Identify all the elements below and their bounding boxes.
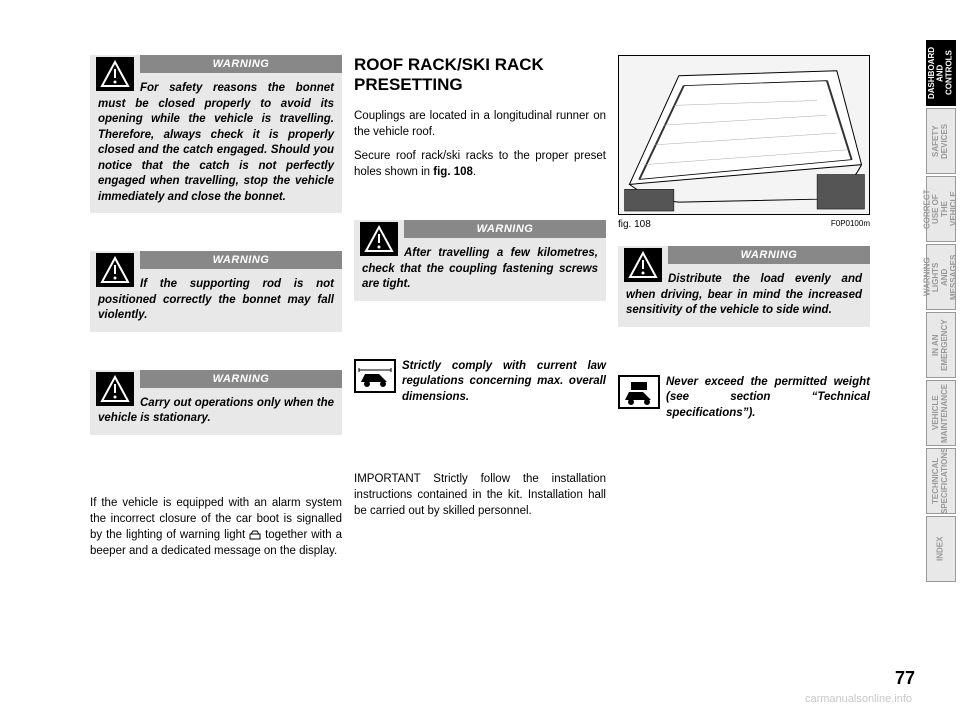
info-text: Never exceed the permitted weight (see s…: [666, 375, 870, 422]
body-text: Couplings are located in a longitudinal …: [354, 108, 606, 140]
fig-ref: fig. 108: [433, 166, 473, 178]
watermark: carmanualsonline.info: [805, 693, 912, 705]
tab-safety[interactable]: SAFETY DEVICES: [926, 108, 956, 174]
tab-index[interactable]: INDEX: [926, 516, 956, 582]
car-dimensions-icon: [354, 359, 396, 393]
warning-box: WARNING Distribute the load evenly and w…: [618, 246, 870, 327]
page-number: 77: [895, 668, 915, 689]
warning-box: WARNING For safety reasons the bonnet mu…: [90, 55, 342, 213]
info-text: Strictly comply with current law regulat…: [402, 359, 606, 406]
text-span: Secure roof rack/ski racks to the proper…: [354, 150, 606, 178]
section-heading: ROOF RACK/SKI RACK PRESETTING: [354, 55, 606, 96]
tab-warning-lights[interactable]: WARNING LIGHTS AND MESSAGES: [926, 244, 956, 310]
tab-correct-use[interactable]: CORRECT USE OF THE VEHICLE: [926, 176, 956, 242]
warning-box: WARNING Carry out operations only when t…: [90, 370, 342, 435]
fig-number: fig. 108: [618, 219, 651, 230]
warning-triangle-icon: [96, 57, 134, 91]
warning-triangle-icon: [624, 248, 662, 282]
body-text: IMPORTANT Strictly follow the installati…: [354, 471, 606, 519]
column-1: WARNING For safety reasons the bonnet mu…: [90, 55, 342, 655]
fig-code: F0P0100m: [831, 219, 870, 230]
info-box: Never exceed the permitted weight (see s…: [618, 375, 870, 422]
info-box: Strictly comply with current law regulat…: [354, 359, 606, 406]
figure-caption: fig. 108 F0P0100m: [618, 219, 870, 230]
warning-label: WARNING: [140, 370, 342, 388]
car-open-icon: [249, 530, 261, 540]
body-text: Secure roof rack/ski racks to the proper…: [354, 148, 606, 180]
column-2: ROOF RACK/SKI RACK PRESETTING Couplings …: [354, 55, 606, 655]
warning-box: WARNING After travelling a few kilometre…: [354, 220, 606, 301]
warning-box: WARNING If the supporting rod is not pos…: [90, 251, 342, 332]
warning-triangle-icon: [360, 222, 398, 256]
column-3: fig. 108 F0P0100m WARNING Distribute the…: [618, 55, 870, 655]
page-content: WARNING For safety reasons the bonnet mu…: [90, 55, 870, 655]
warning-label: WARNING: [140, 251, 342, 269]
tab-maintenance[interactable]: VEHICLE MAINTENANCE: [926, 380, 956, 446]
warning-label: WARNING: [668, 246, 870, 264]
body-text: If the vehicle is equipped with an alarm…: [90, 495, 342, 559]
warning-label: WARNING: [140, 55, 342, 73]
side-tabs: DASHBOARD AND CONTROLS SAFETY DEVICES CO…: [926, 40, 956, 584]
tab-dashboard[interactable]: DASHBOARD AND CONTROLS: [926, 40, 956, 106]
tab-emergency[interactable]: IN AN EMERGENCY: [926, 312, 956, 378]
warning-triangle-icon: [96, 253, 134, 287]
warning-triangle-icon: [96, 372, 134, 406]
car-load-icon: [618, 375, 660, 409]
figure-108: [618, 55, 870, 215]
tab-technical[interactable]: TECHNICAL SPECIFICATIONS: [926, 448, 956, 514]
warning-label: WARNING: [404, 220, 606, 238]
text-span: .: [473, 166, 476, 178]
